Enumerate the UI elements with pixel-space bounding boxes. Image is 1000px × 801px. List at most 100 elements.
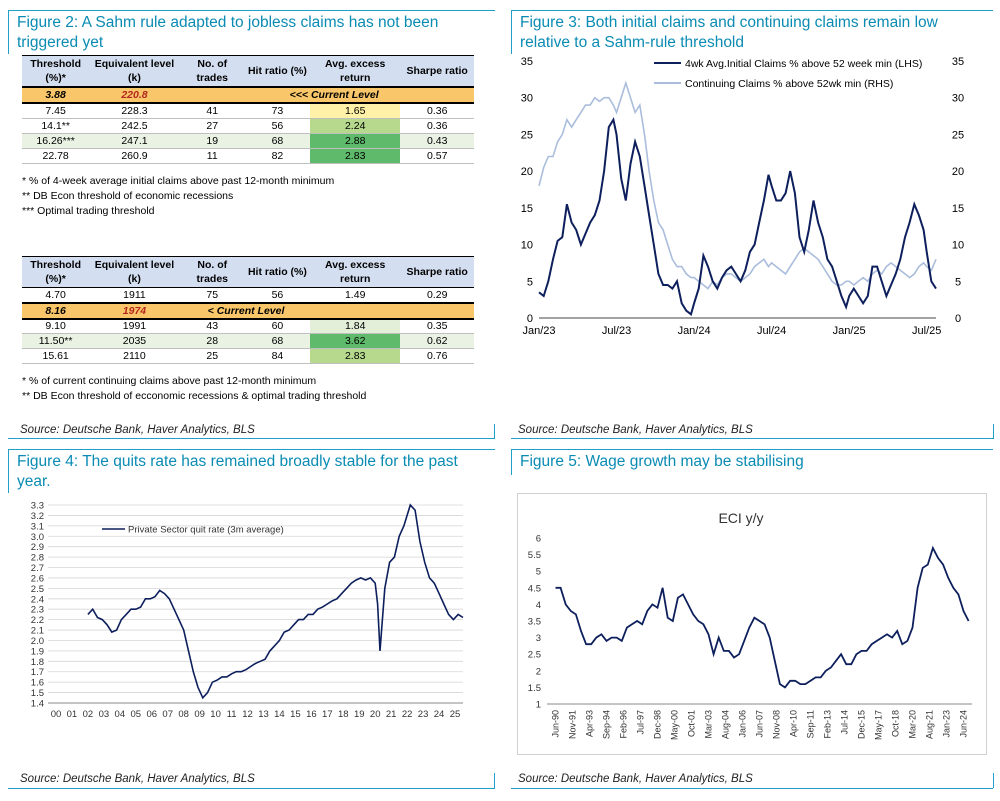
x-tick-label: Jan-06: [738, 710, 748, 738]
t2-cell: 84: [244, 348, 310, 364]
y-tick-label: 1.4: [31, 699, 44, 710]
t1-cell: 2.88: [310, 133, 401, 149]
y-tick-label: 1.9: [31, 646, 44, 657]
x-tick-label: May-17: [874, 710, 884, 740]
t2-cell: 11.50**: [22, 333, 90, 349]
x-tick-label: 01: [67, 709, 78, 720]
x-tick-label: 09: [194, 709, 205, 720]
x-tick-label: 02: [83, 709, 94, 720]
t1-header-return: Avg. excess return: [310, 55, 401, 88]
y-right-tick-label: 0: [955, 313, 961, 325]
t1-cell: 68: [244, 133, 310, 149]
fig4-bottom-divider: [8, 788, 495, 789]
table-row: 4.70 1911 75 56 1.49 0.29: [22, 287, 474, 303]
t1-cell: 0.57: [400, 148, 474, 164]
t2-cell: 43: [179, 318, 245, 334]
x-tick-label: 15: [290, 709, 301, 720]
fig3-right-divider: [993, 424, 994, 439]
t1-cell: 73: [244, 103, 310, 119]
fig2-bottom-divider: [8, 438, 495, 439]
y-tick-label: 3: [536, 633, 541, 644]
y-tick-label: 2.9: [31, 542, 44, 553]
x-tick-label: Feb-96: [619, 710, 629, 739]
y-tick-label: 2.6: [31, 573, 44, 584]
x-tick-label: 20: [370, 709, 381, 720]
x-tick-label: Jun-24: [959, 710, 969, 738]
t1-cell: 14.1**: [22, 118, 90, 134]
t2-current-level: 1974: [89, 301, 180, 320]
t1-header-threshold: Threshold (%)*: [22, 55, 90, 88]
y-tick-label: 5.5: [528, 550, 541, 561]
fig2-right-divider: [494, 424, 495, 439]
y-tick-label: 2.5: [31, 584, 44, 595]
chart-frame: [517, 493, 987, 755]
t1-cell: 247.1: [89, 133, 180, 149]
y-right-tick-label: 10: [952, 240, 964, 252]
t2-cell: 3.62: [310, 333, 401, 349]
x-tick-label: May-00: [670, 710, 680, 740]
y-tick-label: 2.1: [31, 626, 44, 637]
t1-cell: 41: [179, 103, 245, 119]
x-tick-label: Dec-15: [857, 710, 867, 739]
t1-current-threshold: 3.88: [22, 86, 90, 104]
fig5-source: Source: Deutsche Bank, Haver Analytics, …: [518, 773, 753, 785]
table-row: 22.78 260.9 11 82 2.83 0.57: [22, 148, 474, 164]
t2-header-level: Equivalent level (k): [89, 256, 180, 288]
t1-cell: 242.5: [89, 118, 180, 134]
fig4-chart: 1.41.51.61.71.81.92.02.12.22.32.42.52.62…: [31, 501, 464, 720]
fig5-title: Figure 5: Wage growth may be stabilising: [520, 453, 804, 470]
t2-cell: 2035: [89, 333, 180, 349]
y-left-tick-label: 10: [521, 240, 533, 252]
y-left-tick-label: 30: [521, 93, 533, 105]
t2-header-threshold: Threshold (%)*: [22, 256, 90, 288]
y-right-tick-label: 35: [952, 56, 964, 68]
x-tick-label: Mar-03: [704, 710, 714, 739]
x-tick-label: 04: [115, 709, 126, 720]
y-right-tick-label: 25: [952, 129, 964, 141]
x-tick-label: Aug-04: [721, 710, 731, 739]
x-tick-label: 16: [306, 709, 317, 720]
t2-cell: 0.29: [400, 287, 474, 303]
fig5-right-divider: [993, 773, 994, 788]
x-tick-label: Jan/23: [522, 325, 555, 337]
t2-cell: 1.84: [310, 318, 401, 334]
t1-cell: 56: [244, 118, 310, 134]
fig4-title: Figure 4: The quits rate has remained br…: [17, 453, 458, 490]
legend-label-initial-claims: 4wk Avg.Initial Claims % above 52 week m…: [685, 58, 922, 70]
t1-cell: 2.83: [310, 148, 401, 164]
fig2-source: Source: Deutsche Bank, Haver Analytics, …: [20, 424, 255, 436]
y-tick-label: 2.5: [528, 650, 541, 661]
x-tick-label: Jul/25: [912, 325, 941, 337]
t2-current-threshold: 8.16: [22, 301, 90, 320]
t2-note-1: * % of current continuing claims above p…: [22, 375, 317, 387]
fig4-source: Source: Deutsche Bank, Haver Analytics, …: [20, 773, 255, 785]
series-line-continuing-claims: [538, 80, 937, 290]
x-tick-label: 13: [258, 709, 269, 720]
x-tick-label: Jul/24: [757, 325, 786, 337]
x-tick-label: 10: [210, 709, 221, 720]
y-tick-label: 2: [536, 666, 541, 677]
y-left-tick-label: 15: [521, 203, 533, 215]
x-tick-label: Nov-91: [568, 710, 578, 739]
t2-cell: 56: [244, 287, 310, 303]
y-tick-label: 2.0: [31, 636, 44, 647]
t2-header-return: Avg. excess return: [310, 256, 401, 288]
y-left-tick-label: 25: [521, 129, 533, 141]
x-tick-label: Aug-21: [925, 710, 935, 739]
fig2-top-divider: [8, 10, 495, 11]
y-tick-label: 2.3: [31, 605, 44, 616]
table-row: 9.10 1991 43 60 1.84 0.35: [22, 318, 474, 334]
x-tick-label: 24: [434, 709, 445, 720]
t2-cell: 75: [179, 287, 245, 303]
t1-note-1: * % of 4-week average initial claims abo…: [22, 175, 335, 187]
table-row: 11.50** 2035 28 68 3.62 0.62: [22, 333, 474, 349]
x-tick-label: Jul-97: [636, 710, 646, 735]
y-tick-label: 3.1: [31, 521, 44, 532]
x-tick-label: Apr-93: [585, 710, 595, 737]
fig4-top-divider: [8, 449, 495, 450]
fig4-right-divider: [494, 773, 495, 788]
fig5-chart: ECI y/y 1 1.5 2 2.5 3 3.5 4 4.5 5 5.5 6 Jun-90 Nov-91…: [517, 493, 987, 755]
x-tick-label: Jun-90: [551, 710, 561, 738]
y-tick-label: 5: [536, 567, 541, 578]
t2-header-hit: Hit ratio (%): [244, 256, 310, 288]
